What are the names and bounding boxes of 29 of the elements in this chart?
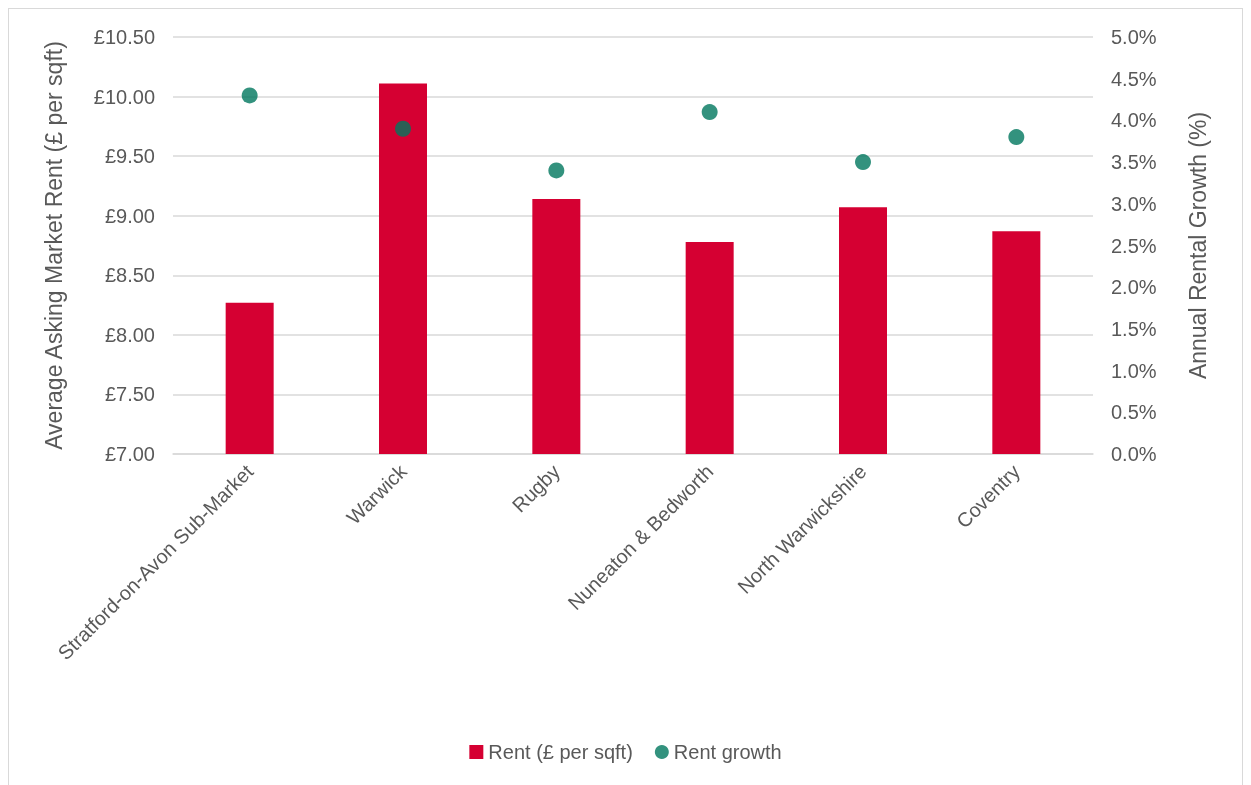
y-tick-label: £9.00 [104,204,155,227]
point [855,154,871,171]
y2-tick-label: 3.5% [1111,151,1157,174]
y2-tick-label: 0.0% [1111,443,1157,465]
y2-tick-label: 1.0% [1111,359,1157,382]
y2-tick-label: 5.0% [1111,26,1157,48]
y-tick-label: £7.50 [104,383,155,406]
y2-tick-label: 2.0% [1111,276,1157,299]
point [701,104,718,121]
y2-tick-label: 4.5% [1111,67,1157,90]
point [395,120,411,137]
y-tick-label: £10.50 [93,26,155,48]
y-tick-label: £8.50 [104,264,155,287]
y-tick-label: £8.00 [104,323,155,346]
y-axis-title: Average Asking Market Rent (£ per sqft) [40,41,67,450]
y2-axis-title: Annual Rental Growth (%) [1184,111,1211,380]
y2-tick-label: 1.5% [1111,317,1157,340]
y2-tick-label: 3.0% [1111,192,1157,215]
y2-tick-label: 4.0% [1111,109,1157,132]
y2-tick-label: 2.5% [1111,234,1157,257]
legend-label: Rent growth [673,741,782,763]
y-tick-label: £10.00 [93,85,155,108]
legend-label: Rent (£ per sqft) [488,741,633,763]
point [548,162,565,179]
y-tick-label: £9.50 [104,145,155,168]
point [1008,129,1025,146]
point [241,87,258,104]
y2-tick-label: 0.5% [1111,401,1157,424]
y-tick-label: £7.00 [104,443,155,465]
